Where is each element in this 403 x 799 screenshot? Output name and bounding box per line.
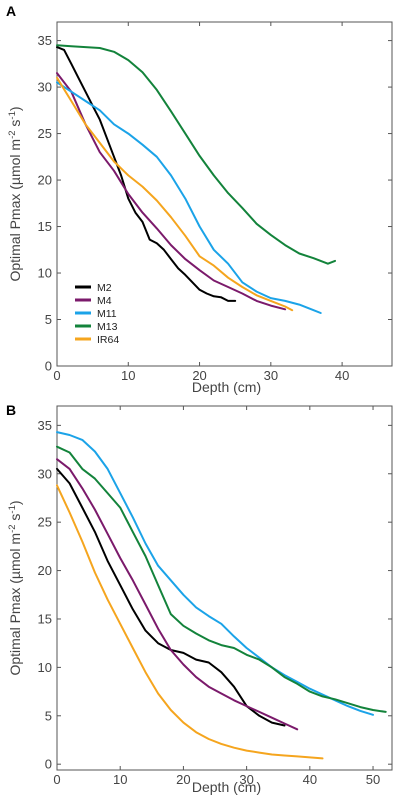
x-tick-label: 50 (366, 772, 380, 787)
x-tick-label: 20 (176, 772, 190, 787)
x-axis-title: Depth (cm) (192, 779, 261, 795)
x-tick-label: 0 (53, 772, 60, 787)
panel-letter: A (6, 3, 16, 19)
y-tick-label: 35 (38, 33, 52, 48)
y-axis-title-part: Optimal Pmax (µmol m (7, 533, 23, 676)
series-line-m2 (56, 467, 286, 727)
x-tick-label: 30 (264, 368, 278, 383)
y-tick-label: 30 (38, 466, 52, 481)
y-tick-label: 15 (38, 611, 52, 626)
y-tick-label: 20 (38, 563, 52, 578)
x-tick-label: 0 (53, 368, 60, 383)
y-axis-title-superscript: -1 (7, 505, 18, 513)
y-tick-label: 35 (38, 418, 52, 433)
panel-letter: B (6, 402, 16, 418)
series-line-m13 (56, 44, 336, 265)
y-tick-label: 0 (45, 359, 52, 374)
series-line-ir64 (56, 76, 294, 312)
series-line-m11 (56, 81, 322, 314)
x-axis-title: Depth (cm) (192, 379, 261, 395)
plot-frame (56, 405, 393, 771)
x-tick-label: 40 (335, 368, 349, 383)
y-axis-title-superscript: -2 (7, 130, 18, 138)
series-line-m4 (56, 458, 299, 731)
plot-frame (56, 21, 393, 367)
y-axis-title: Optimal Pmax (µmol m-2 s-1) (7, 500, 23, 675)
panel-a: A 0 5 10 15 20 25 30 35 0 10 20 30 40 Depth (cm) Optima… (6, 3, 393, 395)
y-axis-title-superscript: -2 (7, 524, 18, 532)
y-tick-label: 15 (38, 219, 52, 234)
y-axis-title-part: ) (7, 500, 23, 505)
y-tick-label: 0 (45, 757, 52, 772)
series-line-m13 (56, 445, 387, 713)
x-tick-label: 40 (303, 772, 317, 787)
legend-label-ir64: IR64 (97, 334, 119, 346)
series-line-m11 (56, 431, 374, 716)
y-axis-title-superscript: -1 (7, 111, 18, 119)
x-tick-label: 10 (113, 772, 127, 787)
y-tick-label: 10 (38, 266, 52, 281)
legend-label-m11: M11 (97, 308, 117, 320)
series-line-m4 (56, 72, 287, 311)
y-axis-title-part: s (7, 514, 23, 525)
y-axis-title-part: ) (7, 106, 23, 111)
y-tick-label: 5 (45, 312, 52, 327)
x-tick-label: 10 (121, 368, 135, 383)
legend-label-m13: M13 (97, 321, 118, 333)
y-axis-title-part: Optimal Pmax (µmol m (7, 139, 23, 282)
y-tick-label: 25 (38, 126, 52, 141)
y-tick-label: 20 (38, 173, 52, 188)
x-tick-label: 30 (239, 772, 253, 787)
y-tick-label: 25 (38, 515, 52, 530)
legend-label-m2: M2 (97, 282, 112, 294)
y-axis-title-part: s (7, 120, 23, 131)
y-tick-label: 5 (45, 708, 52, 723)
y-tick-label: 10 (38, 660, 52, 675)
panel-b: B 0 5 10 15 20 25 30 35 0 10 20 30 40 50 Depth (cm) Opti… (6, 402, 393, 795)
series-line-m2 (56, 46, 237, 302)
y-tick-label: 30 (38, 80, 52, 95)
y-axis-title: Optimal Pmax (µmol m-2 s-1) (7, 106, 23, 281)
legend-label-m4: M4 (97, 295, 112, 307)
x-tick-label: 20 (192, 368, 206, 383)
series-line-ir64 (56, 484, 324, 760)
